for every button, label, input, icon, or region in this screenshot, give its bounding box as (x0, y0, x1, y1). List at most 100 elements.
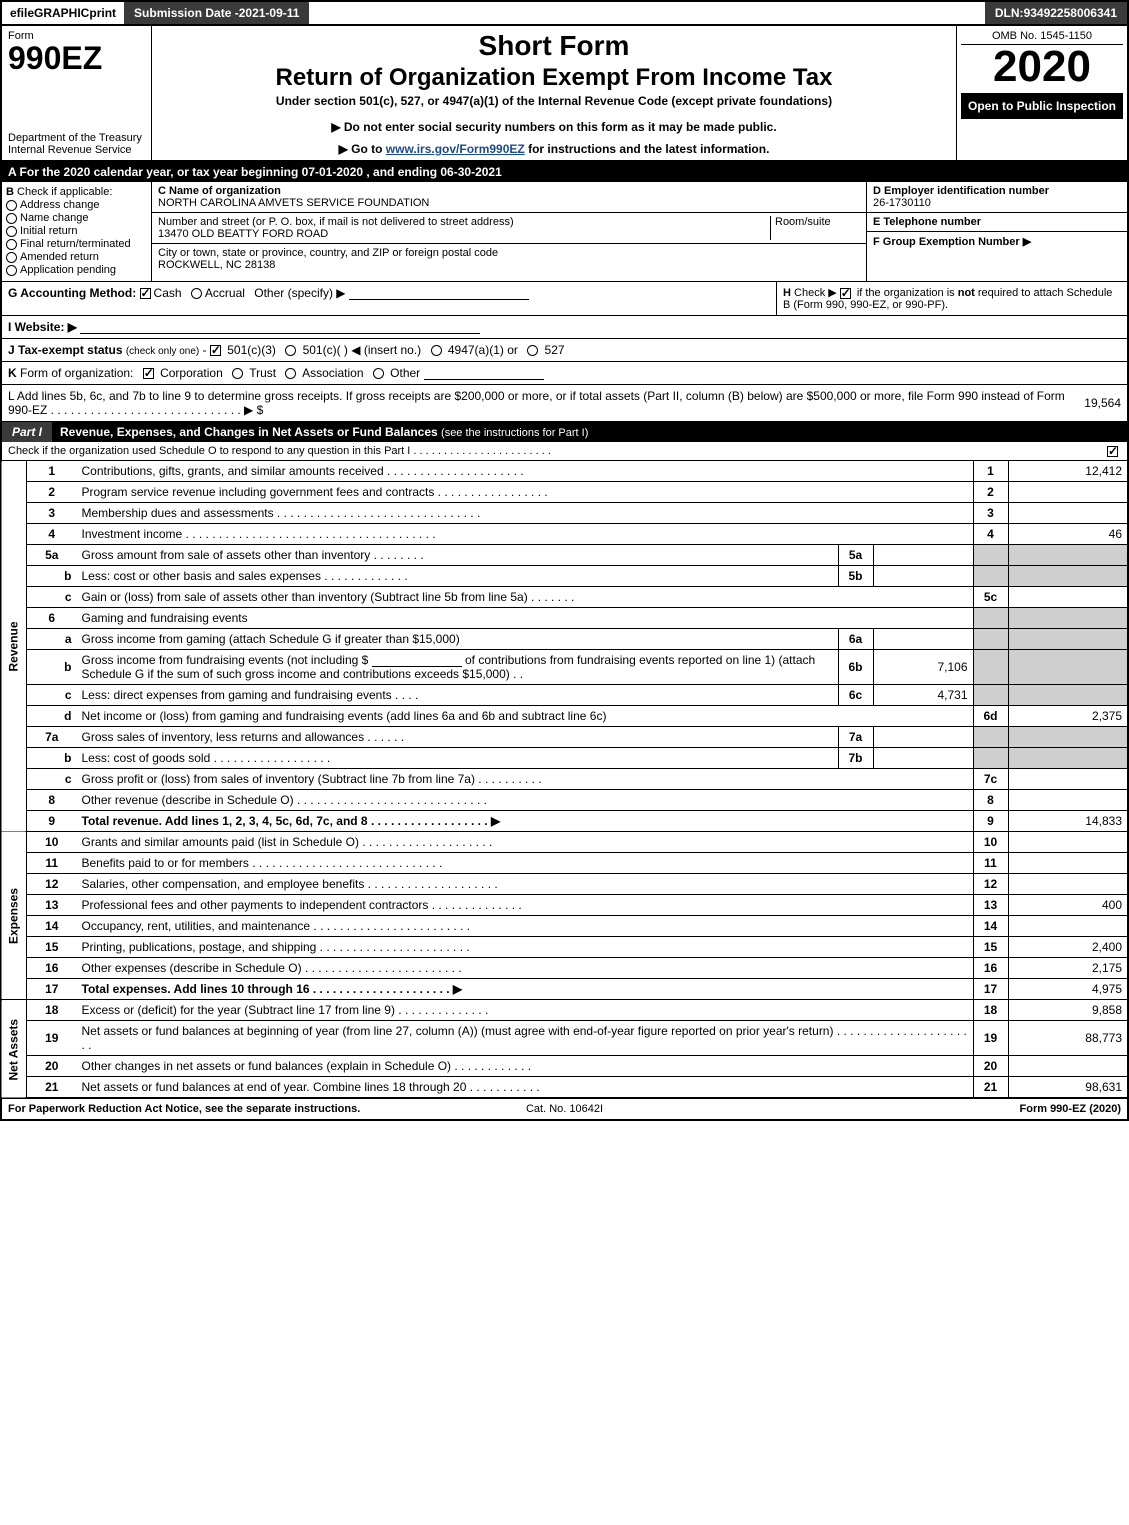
department: Department of the Treasury Internal Reve… (8, 132, 145, 156)
line-18: Net Assets 18 Excess or (deficit) for th… (1, 1000, 1128, 1021)
k-other-blank[interactable] (424, 368, 544, 380)
street-cell: Number and street (or P. O. box, if mail… (152, 213, 866, 244)
line-6b: b Gross income from fundraising events (… (1, 650, 1128, 685)
line-20: 20 Other changes in net assets or fund b… (1, 1056, 1128, 1077)
dln-box: DLN: 93492258006341 (985, 2, 1127, 24)
side-expenses: Expenses (1, 832, 27, 1000)
efile-prefix: efile (10, 6, 34, 20)
chk-trust[interactable] (232, 368, 243, 379)
chk-501c[interactable] (285, 345, 296, 356)
row-g: G Accounting Method: Cash Accrual Other … (2, 282, 777, 315)
topbar-spacer (309, 2, 984, 24)
chk-527[interactable] (527, 345, 538, 356)
line-10: Expenses 10 Grants and similar amounts p… (1, 832, 1128, 853)
street-label: Number and street (or P. O. box, if mail… (158, 216, 514, 228)
part1-sched-check: Check if the organization used Schedule … (0, 442, 1129, 461)
l-text: L Add lines 5b, 6c, and 7b to line 9 to … (8, 389, 1076, 417)
goto-post: for instructions and the latest informat… (528, 142, 769, 156)
chk-4947[interactable] (431, 345, 442, 356)
footer-center: Cat. No. 10642I (379, 1103, 750, 1115)
irs-link[interactable]: www.irs.gov/Form990EZ (386, 142, 525, 156)
line-19: 19 Net assets or fund balances at beginn… (1, 1021, 1128, 1056)
goto-notice: ▶ Go to www.irs.gov/Form990EZ for instru… (158, 142, 950, 156)
line-5a: 5a Gross amount from sale of assets othe… (1, 545, 1128, 566)
l-amount: 19,564 (1076, 396, 1121, 410)
line-7c: c Gross profit or (loss) from sales of i… (1, 769, 1128, 790)
part1-tab: Part I (2, 422, 52, 442)
street: 13470 OLD BEATTY FORD ROAD (158, 228, 328, 240)
chk-cash[interactable] (140, 288, 151, 299)
line-13: 13 Professional fees and other payments … (1, 895, 1128, 916)
header-left: Form 990EZ Department of the Treasury In… (2, 26, 152, 160)
line-1: Revenue 1 Contributions, gifts, grants, … (1, 461, 1128, 482)
line-6c: c Less: direct expenses from gaming and … (1, 685, 1128, 706)
chk-address-change[interactable]: Address change (6, 199, 147, 211)
line-4: 4 Investment income . . . . . . . . . . … (1, 524, 1128, 545)
row-h: H Check ▶ if the organization is not req… (777, 282, 1127, 315)
chk-name-change[interactable]: Name change (6, 212, 147, 224)
short-form-title: Short Form (158, 30, 950, 62)
return-title: Return of Organization Exempt From Incom… (158, 64, 950, 92)
b-letter: B (6, 186, 14, 198)
line-15: 15 Printing, publications, postage, and … (1, 937, 1128, 958)
line-6a: a Gross income from gaming (attach Sched… (1, 629, 1128, 650)
section-c: C Name of organization NORTH CAROLINA AM… (152, 182, 867, 281)
g-label: G Accounting Method: (8, 286, 136, 300)
chk-corp[interactable] (143, 368, 154, 379)
line-17: 17 Total expenses. Add lines 10 through … (1, 979, 1128, 1000)
line-7b: b Less: cost of goods sold . . . . . . .… (1, 748, 1128, 769)
org-name: NORTH CAROLINA AMVETS SERVICE FOUNDATION (158, 197, 429, 209)
part1-table: Revenue 1 Contributions, gifts, grants, … (0, 461, 1129, 1099)
line-2: 2 Program service revenue including gove… (1, 482, 1128, 503)
chk-final-return[interactable]: Final return/terminated (6, 238, 147, 250)
website-blank[interactable] (80, 322, 480, 334)
line-12: 12 Salaries, other compensation, and emp… (1, 874, 1128, 895)
line-16: 16 Other expenses (describe in Schedule … (1, 958, 1128, 979)
6b-blank[interactable] (372, 655, 462, 667)
open-inspection: Open to Public Inspection (961, 93, 1123, 119)
line-6d: d Net income or (loss) from gaming and f… (1, 706, 1128, 727)
line-3: 3 Membership dues and assessments . . . … (1, 503, 1128, 524)
chk-amended-return[interactable]: Amended return (6, 251, 147, 263)
ein-label: D Employer identification number (873, 185, 1049, 197)
row-g-h: G Accounting Method: Cash Accrual Other … (0, 282, 1129, 316)
tax-year: 2020 (961, 45, 1123, 89)
line-7a: 7a Gross sales of inventory, less return… (1, 727, 1128, 748)
under-section: Under section 501(c), 527, or 4947(a)(1)… (158, 94, 950, 108)
footer-right: Form 990-EZ (2020) (750, 1103, 1121, 1115)
footer-left: For Paperwork Reduction Act Notice, see … (8, 1103, 379, 1115)
chk-application-pending[interactable]: Application pending (6, 264, 147, 276)
g-other: Other (specify) ▶ (254, 286, 345, 300)
line-5b: b Less: cost or other basis and sales ex… (1, 566, 1128, 587)
b-check-label: Check if applicable: (17, 186, 112, 198)
ein-cell: D Employer identification number 26-1730… (867, 182, 1127, 213)
c-name-label: C Name of organization (158, 185, 281, 197)
efile-print[interactable]: print (89, 6, 116, 20)
ssn-notice: ▶ Do not enter social security numbers o… (158, 120, 950, 134)
chk-other-org[interactable] (373, 368, 384, 379)
row-i: I Website: ▶ (0, 316, 1129, 339)
submission-date-box: Submission Date - 2021-09-11 (124, 2, 309, 24)
header-center: Short Form Return of Organization Exempt… (152, 26, 957, 160)
group-label: F Group Exemption Number ▶ (873, 236, 1031, 248)
line-21: 21 Net assets or fund balances at end of… (1, 1077, 1128, 1099)
chk-501c3[interactable] (210, 345, 221, 356)
submission-label: Submission Date - (134, 6, 239, 20)
row-l: L Add lines 5b, 6c, and 7b to line 9 to … (0, 385, 1129, 422)
side-netassets: Net Assets (1, 1000, 27, 1099)
chk-accrual[interactable] (191, 288, 202, 299)
form-header: Form 990EZ Department of the Treasury In… (0, 26, 1129, 162)
tel-cell: E Telephone number (867, 213, 1127, 232)
dln-label: DLN: (995, 6, 1024, 20)
ein: 26-1730110 (873, 197, 931, 209)
period-bar: A For the 2020 calendar year, or tax yea… (0, 162, 1129, 182)
line-8: 8 Other revenue (describe in Schedule O)… (1, 790, 1128, 811)
line-5c: c Gain or (loss) from sale of assets oth… (1, 587, 1128, 608)
chk-assoc[interactable] (285, 368, 296, 379)
chk-h[interactable] (840, 288, 851, 299)
chk-sched-o[interactable] (1107, 446, 1118, 457)
chk-initial-return[interactable]: Initial return (6, 225, 147, 237)
page-footer: For Paperwork Reduction Act Notice, see … (0, 1099, 1129, 1121)
section-d-e-f: D Employer identification number 26-1730… (867, 182, 1127, 281)
g-other-blank[interactable] (349, 288, 529, 300)
